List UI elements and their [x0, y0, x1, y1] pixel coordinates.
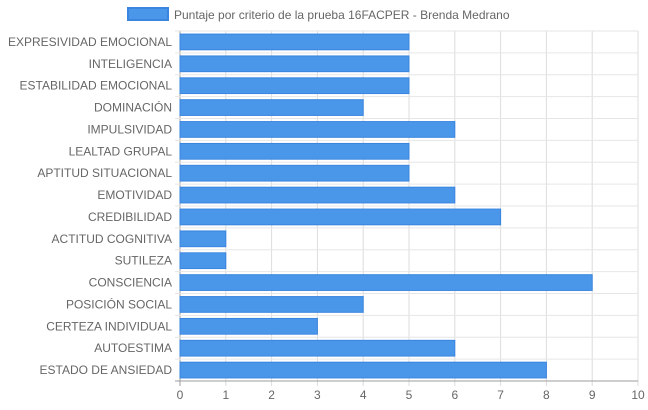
category-label: IMPULSIVIDAD [87, 122, 172, 136]
category-label: DOMINACIÓN [94, 100, 172, 115]
bar[interactable] [179, 77, 410, 95]
category-label: ESTABILIDAD EMOCIONAL [20, 79, 173, 93]
category-label: POSICIÓN SOCIAL [66, 296, 172, 311]
bar[interactable] [179, 339, 456, 357]
x-tick-label: 7 [497, 388, 504, 402]
category-label: APTITUD SITUACIONAL [37, 166, 172, 180]
bar[interactable] [179, 274, 593, 291]
bar[interactable] [179, 142, 410, 160]
category-label: CREDIBILIDAD [88, 210, 172, 224]
legend-label: Puntaje por criterio de la prueba 16FACP… [174, 8, 510, 22]
bar[interactable] [179, 33, 410, 51]
bar[interactable] [179, 208, 502, 226]
bar[interactable] [179, 55, 410, 73]
x-tick-label: 4 [360, 388, 367, 402]
x-tick-label: 3 [314, 388, 321, 402]
x-tick-label: 5 [406, 388, 413, 402]
x-tick-label: 6 [451, 388, 458, 402]
category-label: CONSCIENCIA [89, 276, 172, 290]
bar[interactable] [179, 99, 364, 116]
category-label: LEALTAD GRUPAL [69, 144, 173, 158]
x-tick-label: 1 [222, 388, 229, 402]
x-tick-label: 0 [177, 388, 184, 402]
category-label: INTELIGENCIA [89, 57, 172, 71]
bar[interactable] [179, 296, 364, 313]
bar[interactable] [179, 186, 456, 204]
x-tick-label: 9 [589, 388, 596, 402]
category-label: CERTEZA INDIVIDUAL [46, 319, 172, 333]
bar[interactable] [179, 121, 456, 138]
bar[interactable] [179, 317, 318, 335]
x-axis-ticks: 0 1 2 3 4 5 6 7 8 9 10 [177, 388, 645, 402]
category-labels: EXPRESIVIDAD EMOCIONAL INTELIGENCIA ESTABI… [8, 35, 172, 377]
category-label: EMOTIVIDAD [97, 188, 172, 202]
x-tick-label: 8 [543, 388, 550, 402]
legend[interactable]: Puntaje por criterio de la prueba 16FACP… [127, 7, 510, 22]
category-label: AUTOESTIMA [94, 341, 172, 355]
bars [179, 33, 593, 379]
category-label: SUTILEZA [115, 254, 172, 268]
category-label: ACTITUD COGNITIVA [52, 232, 172, 246]
bar[interactable] [179, 164, 410, 182]
category-label: ESTADO DE ANSIEDAD [40, 363, 173, 377]
x-tick-label: 2 [268, 388, 275, 402]
legend-swatch [127, 7, 169, 21]
category-label: EXPRESIVIDAD EMOCIONAL [8, 35, 172, 49]
bar[interactable] [179, 252, 227, 270]
x-tick-label: 10 [631, 388, 645, 402]
bar[interactable] [179, 230, 227, 248]
bar[interactable] [179, 361, 547, 379]
